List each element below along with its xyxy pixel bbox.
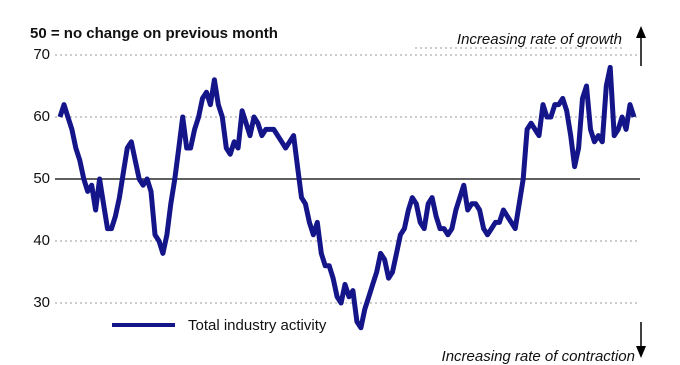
legend-label: Total industry activity — [188, 317, 327, 334]
y-tick-label: 70 — [33, 46, 50, 63]
y-tick-label: 40 — [33, 232, 50, 249]
annotation: Increasing rate of contraction — [442, 348, 635, 365]
y-tick-label: 30 — [33, 294, 50, 311]
y-tick-label: 50 — [33, 170, 50, 187]
line-series — [57, 64, 637, 331]
arrow-head — [636, 346, 646, 358]
annotation: Increasing rate of growth — [457, 31, 622, 48]
chart-subtitle: 50 = no change on previous month — [30, 25, 278, 42]
arrow-head — [636, 26, 646, 38]
y-tick-label: 60 — [33, 108, 50, 125]
